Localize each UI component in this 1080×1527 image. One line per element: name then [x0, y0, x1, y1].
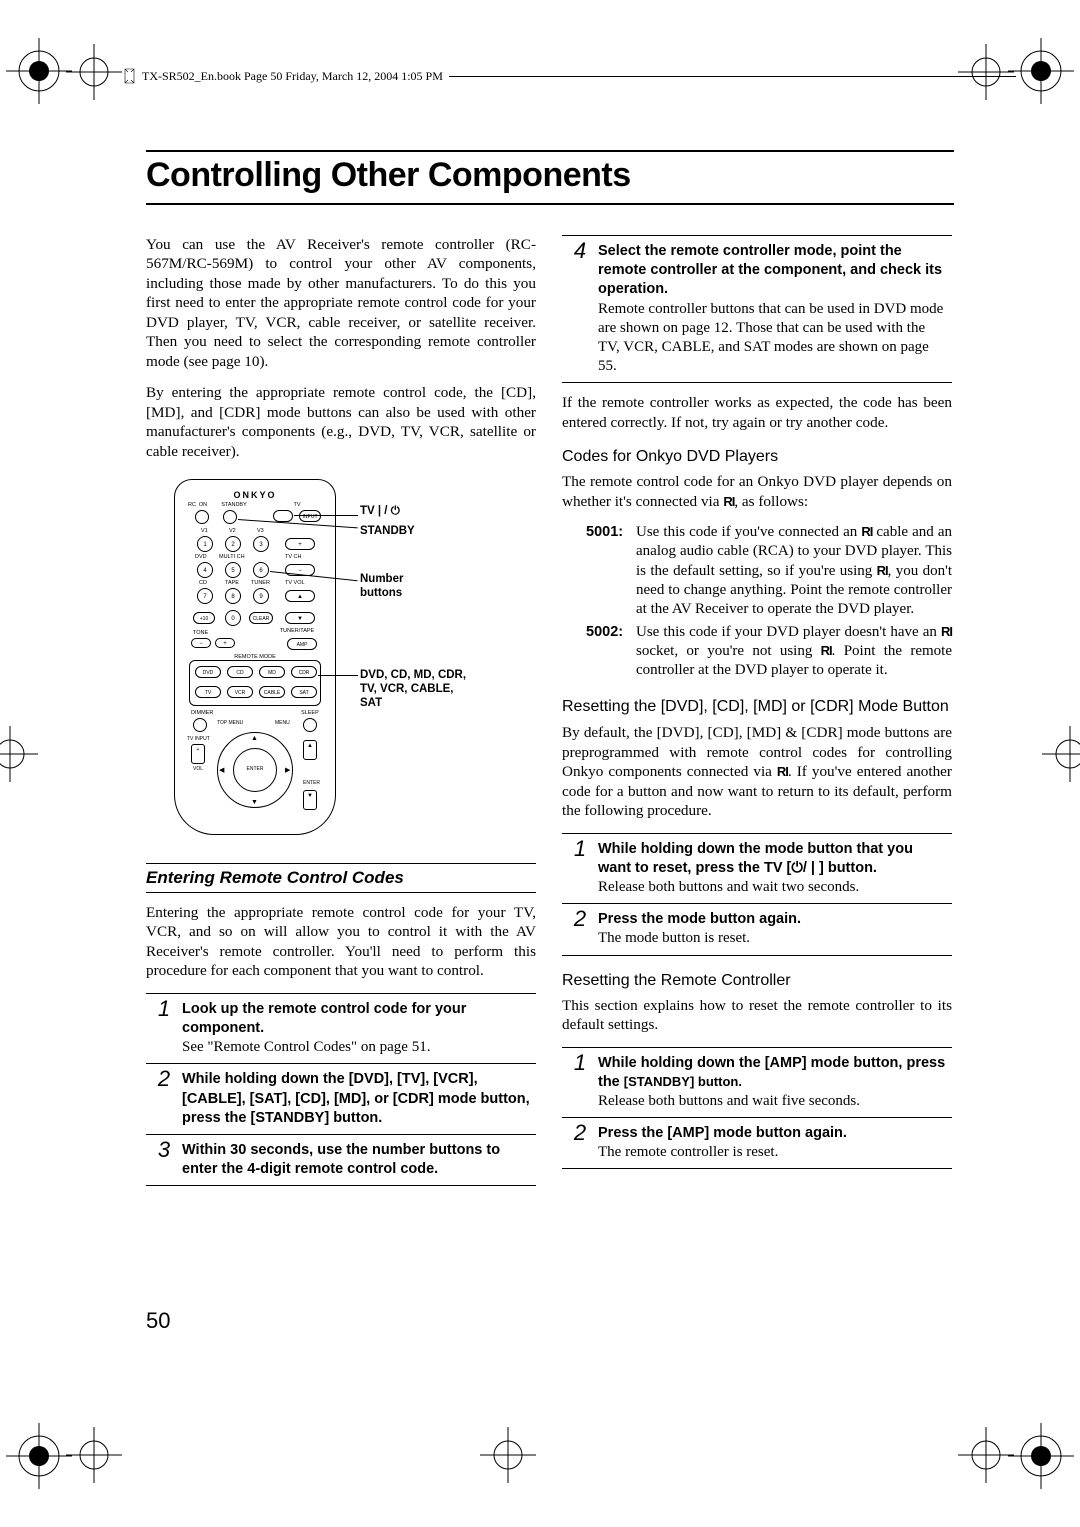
reset-rc-body: This section explains how to reset the r… — [562, 996, 952, 1035]
crop-mark-icon — [0, 726, 38, 782]
crop-mark-icon — [6, 1423, 72, 1489]
page-number: 50 — [146, 1308, 170, 1334]
reset-rc-steps: 1 While holding down the [AMP] mode butt… — [562, 1047, 952, 1170]
step-row: 1 While holding down the mode button tha… — [562, 833, 952, 904]
step-row: 2 Press the [AMP] mode button again. The… — [562, 1118, 952, 1169]
crop-mark-icon — [1008, 38, 1074, 104]
remote-diagram: ONKYO ON STANDBY TV INPUT RC V1 V2 V3 — [174, 479, 474, 849]
step-content: Look up the remote control code for your… — [182, 993, 536, 1064]
ri-icon: RI — [821, 643, 832, 660]
label-standby: STANDBY — [360, 525, 415, 539]
label-tv: TV | / ⏻ — [360, 505, 400, 519]
ri-icon: RI — [777, 764, 788, 781]
crop-mark-icon — [66, 44, 122, 100]
onkyo-codes-body: The remote control code for an Onkyo DVD… — [562, 472, 952, 511]
ri-icon: RI — [877, 563, 888, 580]
intro-paragraph-2: By entering the appropriate remote contr… — [146, 383, 536, 461]
reset-mode-steps: 1 While holding down the mode button tha… — [562, 833, 952, 956]
page-content: Controlling Other Components You can use… — [146, 150, 954, 1192]
step-row: 1 Look up the remote control code for yo… — [146, 993, 536, 1064]
reset-rc-head: Resetting the Remote Controller — [562, 972, 952, 990]
reset-mode-body: By default, the [DVD], [CD], [MD] & [CDR… — [562, 723, 952, 820]
crop-mark-icon — [1042, 726, 1080, 782]
left-column: You can use the AV Receiver's remote con… — [146, 235, 536, 1192]
crop-mark-icon — [6, 38, 72, 104]
code-definitions: 5001: Use this code if you've connected … — [586, 523, 952, 681]
book-icon — [124, 68, 136, 84]
step4-table: 4 Select the remote controller mode, poi… — [562, 235, 952, 383]
step-row: 1 While holding down the [AMP] mode butt… — [562, 1047, 952, 1118]
steps-table-left: 1 Look up the remote control code for yo… — [146, 993, 536, 1187]
crop-mark-icon — [958, 1427, 1014, 1483]
ri-icon: RI — [723, 494, 734, 511]
ri-icon: RI — [861, 524, 872, 541]
crop-mark-icon — [480, 1427, 536, 1483]
ri-icon: RI — [941, 624, 952, 641]
right-column: 4 Select the remote controller mode, poi… — [562, 235, 952, 1192]
label-number: Number buttons — [360, 573, 440, 601]
header-rule — [449, 76, 1016, 77]
framemaker-header: TX-SR502_En.book Page 50 Friday, March 1… — [124, 68, 1016, 84]
step-number: 1 — [146, 993, 182, 1064]
section-entering-codes: Entering Remote Control Codes — [146, 863, 536, 893]
remote-brand: ONKYO — [175, 490, 335, 500]
label-modes: DVD, CD, MD, CDR, TV, VCR, CABLE, SAT — [360, 669, 470, 710]
crop-mark-icon — [66, 1427, 122, 1483]
onkyo-codes-head: Codes for Onkyo DVD Players — [562, 448, 952, 466]
page-title: Controlling Other Components — [146, 150, 954, 205]
step-row: 4 Select the remote controller mode, poi… — [562, 236, 952, 383]
after-step4: If the remote controller works as expect… — [562, 393, 952, 432]
section-intro: Entering the appropriate remote control … — [146, 903, 536, 981]
code-row: 5002: Use this code if your DVD player d… — [586, 623, 952, 681]
intro-paragraph-1: You can use the AV Receiver's remote con… — [146, 235, 536, 371]
step-row: 2 Press the mode button again. The mode … — [562, 904, 952, 955]
header-text: TX-SR502_En.book Page 50 Friday, March 1… — [136, 69, 449, 84]
step-row: 2 While holding down the [DVD], [TV], [V… — [146, 1064, 536, 1135]
code-row: 5001: Use this code if you've connected … — [586, 523, 952, 619]
step-row: 3 Within 30 seconds, use the number butt… — [146, 1134, 536, 1185]
crop-mark-icon — [1008, 1423, 1074, 1489]
reset-mode-head: Resetting the [DVD], [CD], [MD] or [CDR]… — [562, 697, 952, 718]
